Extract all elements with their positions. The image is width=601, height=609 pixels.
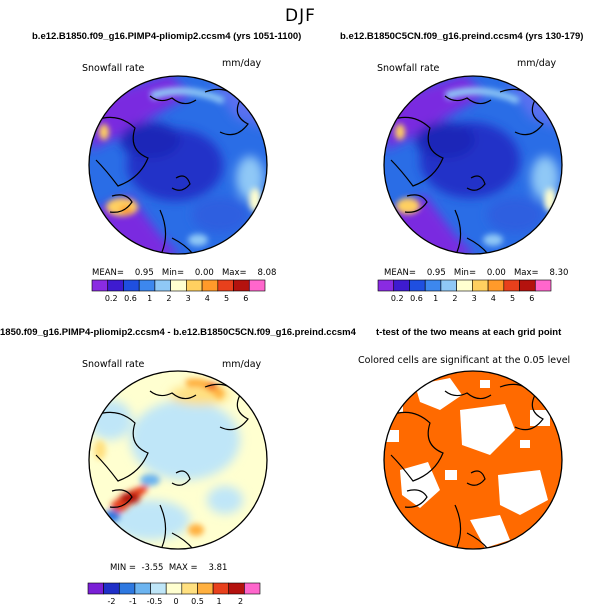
- colorbar-1-swatch: [233, 279, 250, 292]
- colorbar-2-swatch: [377, 279, 395, 292]
- colorbar-3-tick-label: 0: [173, 597, 178, 606]
- panel-3-units: mm/day: [222, 359, 262, 370]
- colorbar-2-tick-label: 4: [491, 294, 496, 303]
- colorbar-3-swatch: [181, 582, 198, 595]
- panel-1-stats: MEAN= 0.95 Min= 0.00 Max= 8.08: [92, 268, 276, 278]
- panel-1-variable: Snowfall rate: [82, 63, 145, 74]
- colorbar-1-tick-label: 3: [186, 294, 191, 303]
- panel-2-variable: Snowfall rate: [377, 63, 440, 74]
- min-value: -3.55: [141, 563, 164, 573]
- mean-label: MEAN=: [384, 268, 416, 278]
- panel-3-variable: Snowfall rate: [82, 359, 145, 370]
- min-label: MIN =: [110, 563, 137, 573]
- mean-label: MEAN=: [92, 268, 124, 278]
- colorbar-3-swatch: [134, 582, 151, 595]
- max-value: 8.30: [549, 268, 569, 278]
- panel-1-units: mm/day: [222, 58, 262, 69]
- colorbar-1-swatch: [201, 279, 219, 292]
- colorbar-3-swatch: [212, 582, 230, 595]
- panel-3-stats: MIN = -3.55 MAX = 3.81: [110, 563, 227, 573]
- panel-4-subtitle: Colored cells are significant at the 0.0…: [358, 355, 571, 366]
- colorbar-1-swatch: [217, 279, 234, 292]
- colorbar-1-swatch: [154, 279, 171, 292]
- panel-1-map: [89, 76, 267, 254]
- mean-value: 0.95: [134, 268, 154, 278]
- colorbar-1-swatch: [186, 279, 203, 292]
- colorbars: 0.2 0.6 1 2 3 4 5 6 0.2 0.6 1 2 3 4 5 6 -2 -1 -0.5 0 0.5 1 2: [87, 279, 552, 606]
- max-label: Max=: [221, 268, 247, 278]
- colorbar-2-swatch: [519, 279, 536, 292]
- colorbar-1-swatch: [107, 279, 124, 292]
- season-title: DJF: [285, 6, 316, 26]
- min-value: 0.00: [486, 268, 506, 278]
- colorbar-3-swatch: [165, 582, 183, 595]
- min-value: 0.00: [194, 268, 214, 278]
- panel-3-title: 1850.f09_g16.PIMP4-pliomip2.ccsm4 - b.e1…: [0, 327, 356, 338]
- colorbar-1-tick-label: 2: [166, 294, 171, 303]
- colorbar-3-swatch: [118, 582, 136, 595]
- colorbar-2-swatch: [456, 279, 473, 292]
- colorbar-1-swatch: [123, 279, 140, 292]
- colorbar-3-tick-label: 0.5: [191, 597, 204, 606]
- colorbar-2-tick-label: 0.6: [410, 294, 423, 303]
- colorbar-3-swatch: [150, 582, 167, 595]
- panel-4-map: [384, 371, 562, 549]
- colorbar-3-tick-label: 2: [238, 597, 243, 606]
- panel-2-stats: MEAN= 0.95 Min= 0.00 Max= 8.30: [384, 268, 568, 278]
- colorbar-1-tick-label: 1: [147, 294, 152, 303]
- panel-2-units: mm/day: [517, 58, 557, 69]
- colorbar-2-swatch: [409, 279, 426, 292]
- colorbar-3-tick-label: 1: [216, 597, 221, 606]
- colorbar-2-swatch: [534, 279, 552, 292]
- colorbar-3-swatch: [197, 582, 214, 595]
- colorbar-1-tick-label: 6: [243, 294, 248, 303]
- colorbar-3-swatch: [228, 582, 245, 595]
- max-label: Max=: [513, 268, 539, 278]
- mean-value: 0.95: [426, 268, 446, 278]
- colorbar-3-swatch: [244, 582, 261, 595]
- colorbar-1-tick-label: 5: [224, 294, 229, 303]
- panel-2-map: [384, 76, 562, 254]
- min-label: Min=: [453, 268, 477, 278]
- colorbar-1-swatch: [91, 279, 109, 292]
- colorbar-1-swatch: [138, 279, 156, 292]
- colorbar-1-tick-label: 4: [205, 294, 210, 303]
- panel-3-map-border: [88, 370, 268, 550]
- colorbar-2-swatch: [393, 279, 410, 292]
- colorbar-2-tick-label: 6: [529, 294, 534, 303]
- colorbar-3-tick-label: -1: [129, 597, 137, 606]
- colorbar-3-tick-label: -0.5: [147, 597, 163, 606]
- colorbar-2-tick-label: 2: [452, 294, 457, 303]
- colorbar-1-tick-label: 0.6: [124, 294, 137, 303]
- panel-2-title: b.e12.B1850C5CN.f09_g16.preind.ccsm4 (yr…: [340, 31, 584, 42]
- colorbar-1-swatch: [248, 279, 266, 292]
- max-label: MAX =: [168, 563, 198, 573]
- panel-3-map: [89, 371, 267, 549]
- panel-1-map-border: [88, 75, 268, 255]
- max-value: 3.81: [208, 563, 228, 573]
- panel-2-map-border: [383, 75, 563, 255]
- colorbar-2-tick-label: 0.2: [391, 294, 404, 303]
- colorbar-1-tick-label: 0.2: [105, 294, 118, 303]
- colorbar-2-tick-label: 1: [433, 294, 438, 303]
- colorbar-2-swatch: [487, 279, 505, 292]
- colorbar-3-tick-label: -2: [108, 597, 116, 606]
- panel-4-map-border: [383, 370, 563, 550]
- panel-4-title: t-test of the two means at each grid poi…: [374, 327, 562, 338]
- colorbar-2-swatch: [424, 279, 442, 292]
- colorbar-2-swatch: [440, 279, 457, 292]
- panel-1-title: b.e12.B1850.f09_g16.PIMP4-pliomip2.ccsm4…: [32, 31, 302, 42]
- min-label: Min=: [161, 268, 185, 278]
- colorbar-2-swatch: [472, 279, 489, 292]
- colorbar-3-swatch: [87, 582, 104, 595]
- colorbar-2-tick-label: 3: [472, 294, 477, 303]
- colorbar-2-tick-label: 5: [510, 294, 515, 303]
- colorbar-2-swatch: [503, 279, 520, 292]
- colorbar-3-swatch: [103, 582, 120, 595]
- max-value: 8.08: [257, 268, 277, 278]
- colorbar-1-swatch: [170, 279, 187, 292]
